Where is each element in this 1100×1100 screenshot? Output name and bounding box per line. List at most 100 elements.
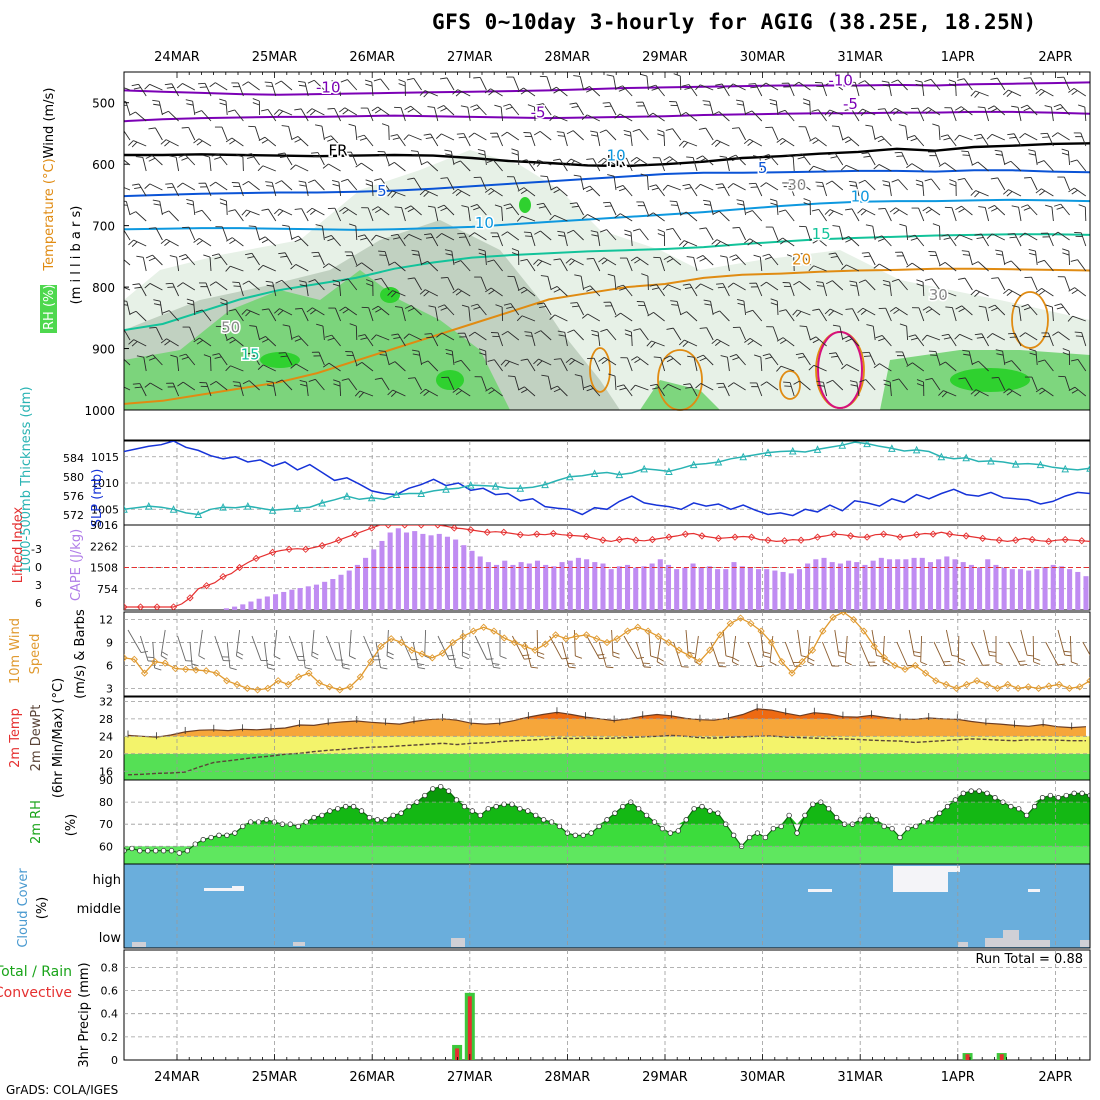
wind-barb-flag <box>970 190 977 196</box>
wind-barb <box>561 641 570 668</box>
contour-label: 30 <box>929 286 948 304</box>
wind-barb <box>182 282 196 291</box>
wind-barb-flag <box>958 208 965 213</box>
wind-barb-flag <box>423 133 431 136</box>
wind-barb <box>363 635 375 661</box>
wind-barb-flag <box>844 108 852 111</box>
wind-barb <box>722 183 730 197</box>
contour-label: 30 <box>787 176 806 194</box>
wind-barb-flag <box>829 352 837 355</box>
wind-barb <box>895 207 908 216</box>
wind-barb-flag <box>569 260 575 266</box>
wind-barb-flag <box>703 104 711 106</box>
wind-speed-axis-label: Speed <box>28 634 43 675</box>
wind-barb-flag <box>719 155 727 158</box>
wind-barb-flag <box>604 105 612 108</box>
wind-barb-flag <box>132 283 140 286</box>
wind-barb <box>593 258 601 272</box>
wind-barb-flag <box>991 307 998 312</box>
wind-barb-flag <box>160 655 168 660</box>
wind-barb-flag <box>569 160 575 166</box>
wind-barb <box>572 130 584 141</box>
wind-barb <box>554 115 568 122</box>
wind-barb <box>964 277 973 291</box>
wind-barb-flag <box>333 379 341 383</box>
wind-barb <box>507 231 520 241</box>
wind-barb <box>846 264 860 272</box>
wind-barb-flag <box>666 258 674 263</box>
wind-barb <box>201 110 212 122</box>
wind-barb <box>431 333 439 347</box>
rh-marker <box>928 817 935 823</box>
cape-bar <box>232 606 238 610</box>
wind-barb <box>155 127 163 141</box>
wind-barb <box>540 230 552 241</box>
wind-barb-flag <box>925 208 933 214</box>
wind-barb-flag <box>699 357 707 362</box>
wind-barb <box>959 134 973 141</box>
wind-barb <box>772 326 779 341</box>
wind-barb-flag <box>247 256 255 259</box>
wind-barb-flag <box>308 279 316 283</box>
wind-barb <box>384 151 390 166</box>
wind-barb-flag <box>533 358 539 365</box>
wind-barb <box>834 629 840 656</box>
wind-barb <box>523 286 536 297</box>
wind-barb-flag <box>266 185 274 187</box>
wind-barb-flag <box>129 111 136 116</box>
wind-barb <box>317 152 325 166</box>
wind-barb-flag <box>493 666 501 669</box>
wind-barb-flag <box>282 224 290 227</box>
wind-barb-flag <box>646 112 654 118</box>
wind-barb-flag <box>954 234 960 241</box>
cape-bar <box>919 557 925 610</box>
wind-barb <box>895 107 908 116</box>
lifted-index-marker <box>946 530 954 538</box>
wind-barb-flag <box>366 279 373 283</box>
wind-barb-flag <box>634 258 641 264</box>
wind-barb-flag <box>1095 664 1100 665</box>
wind-barb <box>768 154 779 166</box>
wind-barb-flag <box>647 311 654 317</box>
wind-barb <box>1051 107 1054 122</box>
wind-barb <box>950 107 957 122</box>
wind-frame <box>123 611 1091 697</box>
wind-barb <box>133 339 147 347</box>
wind-barb <box>766 281 779 291</box>
wind-barb <box>222 326 228 341</box>
wind-barb-flag <box>203 354 211 358</box>
wind-speed-marker <box>952 684 961 693</box>
wind-barb <box>394 162 406 172</box>
wind-barb <box>765 182 779 191</box>
rh-marker <box>1039 795 1046 801</box>
wind-speed-marker <box>233 680 241 689</box>
wind-barb-flag <box>1045 304 1053 308</box>
wind-barb-flag <box>816 380 824 383</box>
wind-barb-flag <box>882 180 890 183</box>
wind-barb-flag <box>265 85 273 87</box>
wind-barb-flag <box>736 103 744 106</box>
wind-speed-marker <box>336 686 344 694</box>
cape-bar <box>1017 569 1024 610</box>
pressure-tick-label: 1000 <box>84 404 115 418</box>
wind-barb <box>784 641 795 667</box>
wind-barb-flag <box>417 663 425 666</box>
wind-barb <box>1080 232 1087 247</box>
wind-barb <box>865 279 876 291</box>
wind-barb <box>733 183 746 191</box>
wind-barb-flag <box>1078 204 1086 208</box>
cape-bar <box>281 591 287 610</box>
cross-section-frame <box>123 71 1091 441</box>
wind-barb-flag <box>898 124 906 127</box>
wind-barb <box>815 336 827 347</box>
wind-barb-flag <box>662 383 669 390</box>
wind-barb <box>413 177 422 191</box>
wind-barb-flag <box>1062 352 1070 356</box>
wind-barb-flag <box>149 326 157 329</box>
wind-barb <box>821 641 833 667</box>
wind-barb-flag <box>519 159 527 162</box>
cape-bar <box>854 562 860 610</box>
contour-label: 5 <box>758 159 768 177</box>
wind-barb-flag <box>553 288 561 293</box>
wind-barb <box>427 360 439 372</box>
